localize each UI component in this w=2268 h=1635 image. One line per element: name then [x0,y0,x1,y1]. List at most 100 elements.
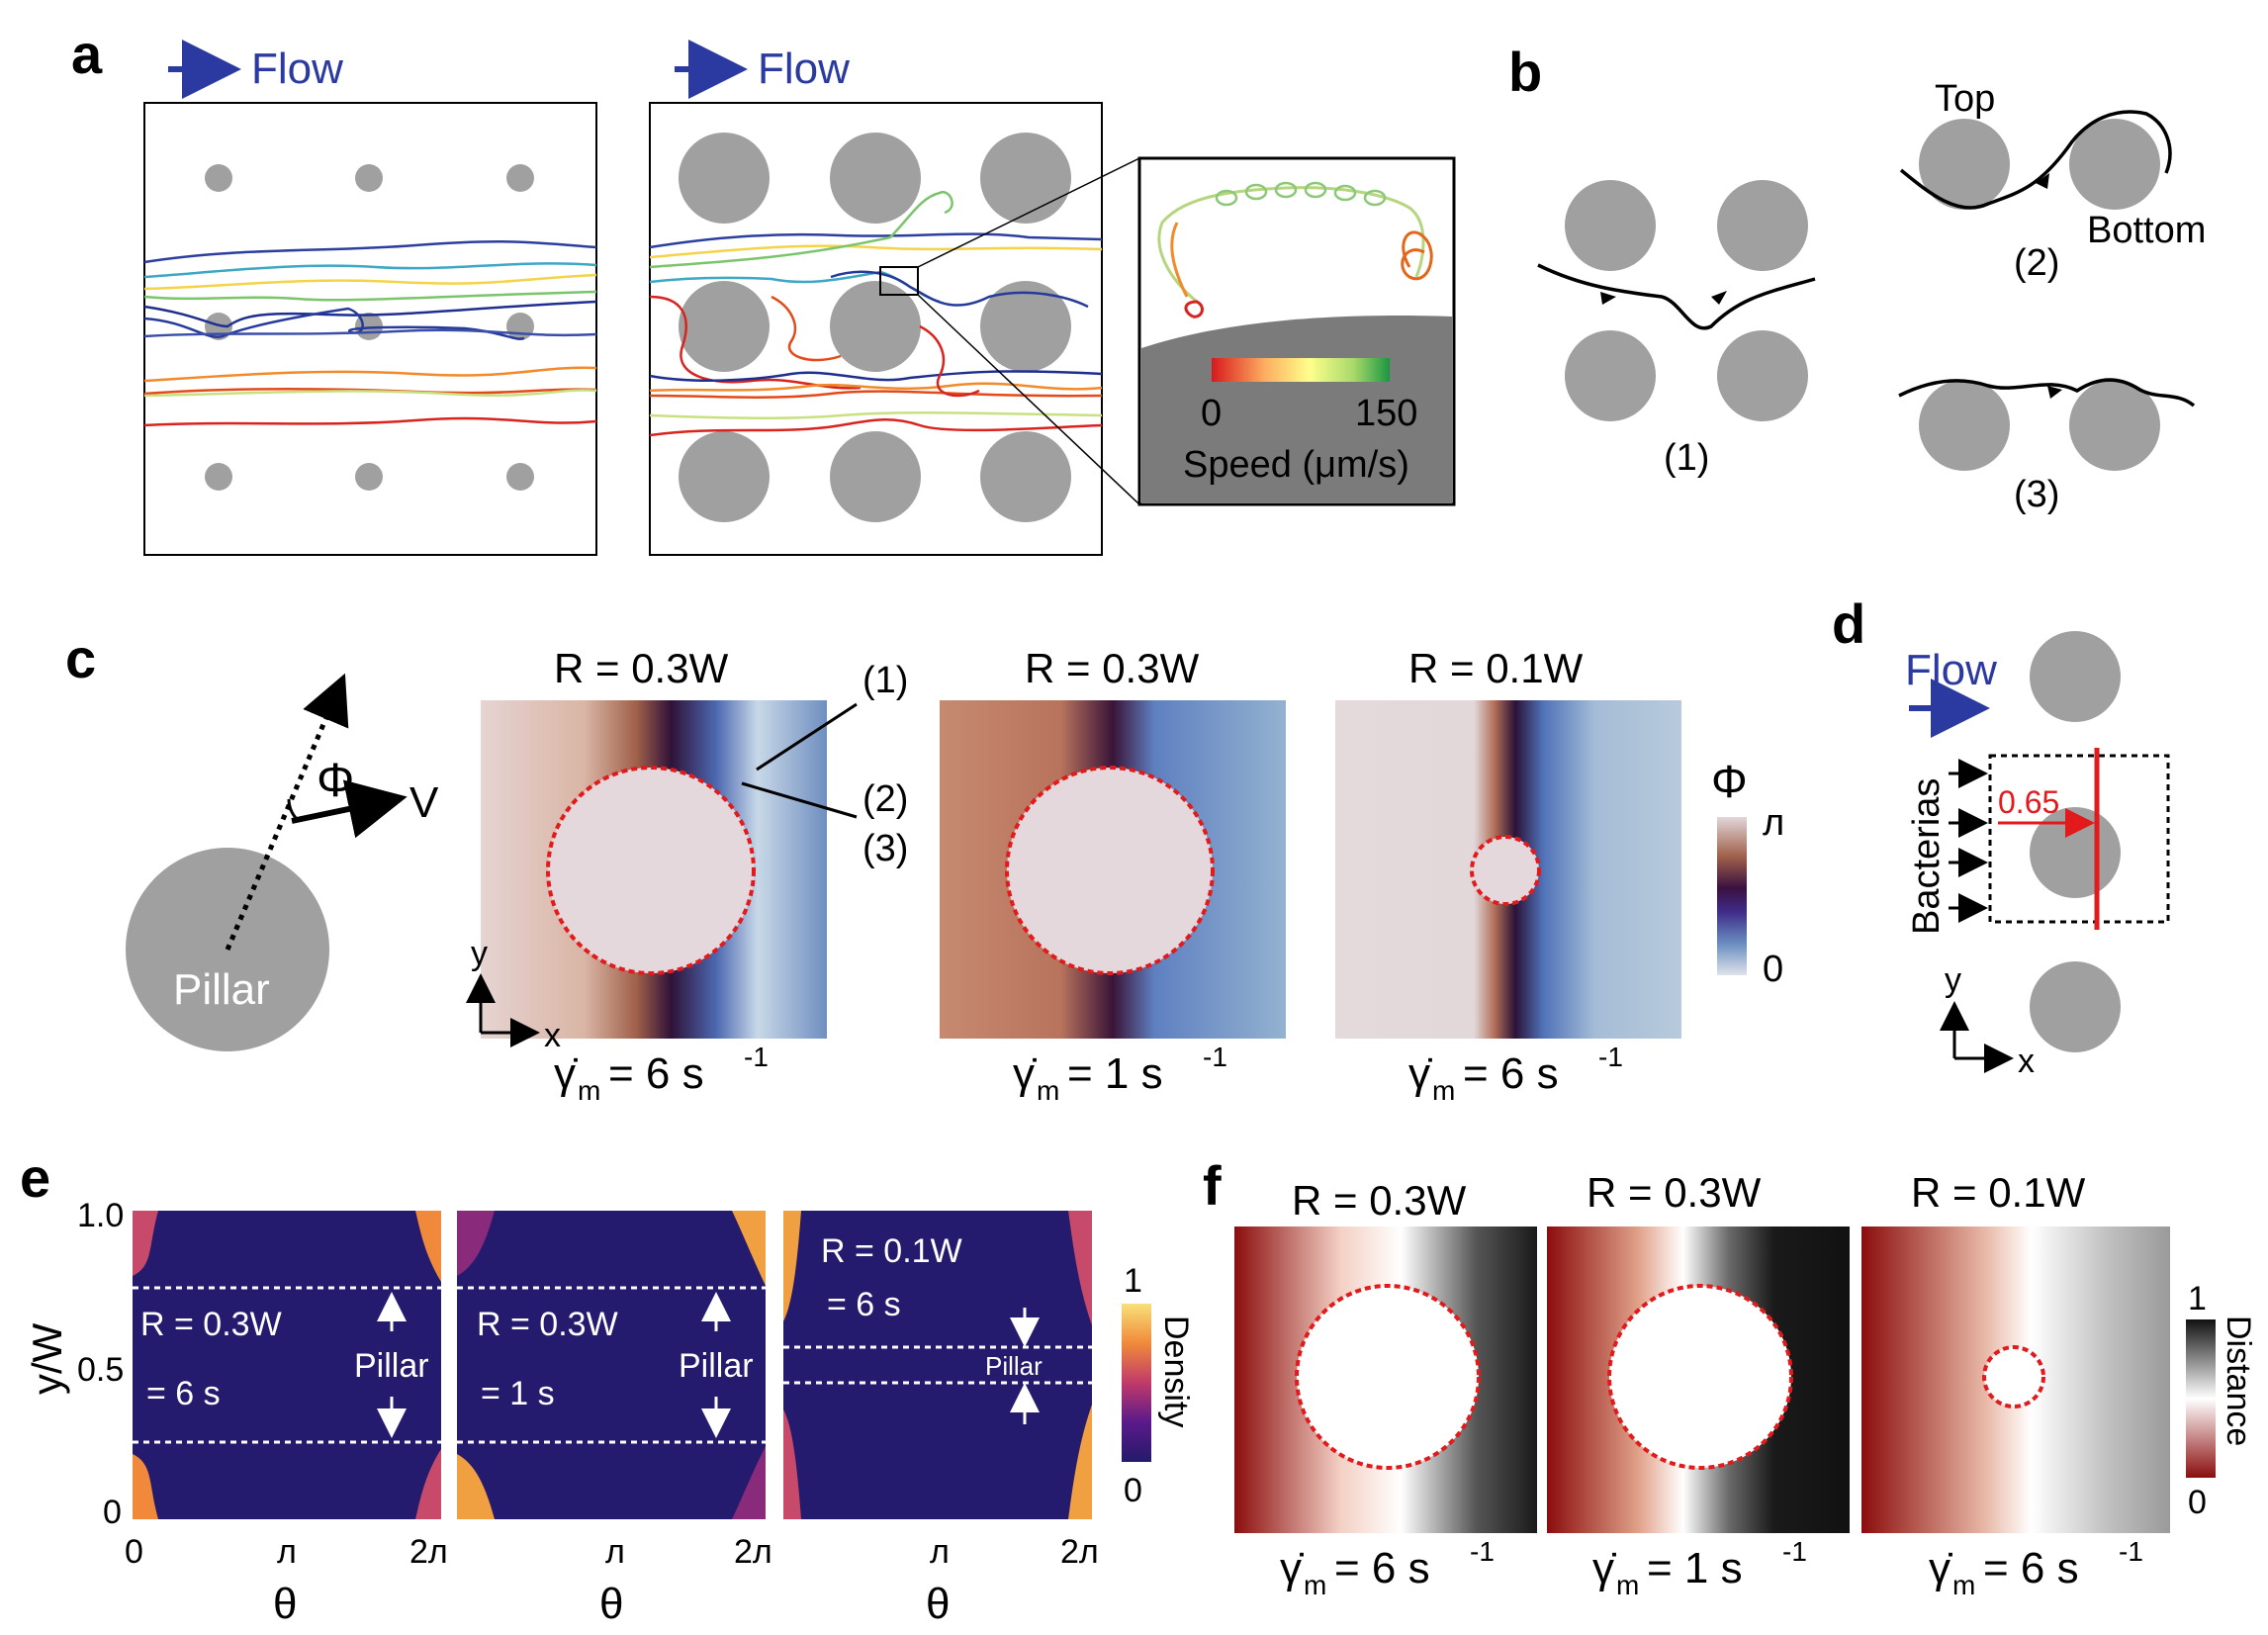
e-map3-pillar: Pillar [985,1351,1043,1381]
f-title-1: R = 0.3W [1292,1177,1467,1224]
c-shear-2-exp: -1 [1203,1042,1227,1072]
f-shear-3-exp: -1 [2119,1536,2143,1567]
density-map-2 [457,1211,766,1519]
c-shear-1: γ̇ m = 6 s -1 [554,1042,769,1106]
callout-3: (3) [862,828,908,869]
flow-label-right: Flow [758,45,850,93]
d-axis-x-label: x [2018,1043,2035,1080]
c-shear-3-exp: -1 [1598,1042,1623,1072]
speed-colorbar-min: 0 [1201,393,1222,434]
panel-letter-a: a [71,23,103,85]
zoom-region [879,266,919,296]
f-shear-1: γ̇ m = 6 s -1 [1280,1536,1495,1600]
c-axis-x-label: x [544,1017,561,1054]
phi-map-2-pillar [1005,766,1215,975]
e-map2-shear: = 1 s [481,1375,555,1412]
panel-b: b (1) Top Bottom (2) (3) [1508,41,2206,515]
zoom-line-top [917,157,1140,268]
speed-colorbar [1212,358,1390,382]
f-shear-1-value: = 6 s [1334,1544,1430,1592]
e1-xtick-0: 0 [125,1533,143,1571]
e1-xlabel: θ [273,1580,297,1628]
distance-cbar-label: Distance [2220,1316,2257,1446]
density-cbar-min: 0 [1124,1472,1142,1509]
phi-map-1-pillar [546,766,756,975]
density-cbar-max: 1 [1124,1262,1142,1300]
distance-colorbar [2186,1319,2216,1478]
zoom-line-bottom [917,294,1140,505]
panel-d: d Flow 0.65 Bacterias y x [1832,592,2170,1080]
f-shear-1-exp: -1 [1470,1536,1495,1567]
panel-letter-f: f [1203,1154,1222,1217]
case1-label: (1) [1664,437,1709,479]
case1-pillars [1565,180,1808,421]
flow-label-left: Flow [251,45,343,93]
f-shear-3-value: = 6 s [1983,1544,2079,1592]
e-map3-shear: = 6 s [827,1286,901,1323]
f-shear-2-symbol: γ̇ [1592,1544,1616,1592]
speed-colorbar-label: Speed (μm/s) [1183,444,1409,486]
density-map-3 [783,1211,1092,1519]
f-shear-1-symbol: γ̇ [1280,1544,1304,1592]
d-bacteria-arrows [1949,759,1988,923]
callout-line-2 [741,781,858,819]
large-pillars [679,133,1071,522]
panel-f: f R = 0.3W R = 0.3W R = 0.1W γ̇ m = 6 s … [1203,1154,2257,1600]
callout-2: (2) [862,778,908,820]
f-shear-2-value: = 1 s [1647,1544,1743,1592]
e3-xlabel: θ [926,1580,950,1628]
c-shear-1-symbol: γ̇ [554,1049,578,1098]
f-title-3: R = 0.1W [1911,1169,2086,1216]
e3-xtick-pi: л [930,1533,950,1571]
phi-cbar-min: 0 [1763,949,1783,990]
case1-trajectory [1537,263,1816,330]
c-axis-y-label: y [471,935,488,972]
top-label: Top [1935,78,1995,120]
panel-c: c Pillar Φ V R = 0.3W R = 0.3W R = 0.1W … [65,627,1784,1106]
d-bacterias-label: Bacterias [1906,778,1948,935]
e3-xtick-2pi: 2л [1060,1533,1099,1571]
c-shear-1-sub: m [578,1075,600,1106]
radial-direction-arrow [225,673,349,951]
phi-label: Φ [317,755,354,807]
pillar-label: Pillar [173,965,270,1014]
f-title-2: R = 0.3W [1587,1169,1762,1216]
case1-arrowhead-2 [1711,291,1727,305]
c-shear-3-symbol: γ̇ [1408,1049,1432,1098]
e-map1-shear: = 6 s [146,1375,221,1412]
e-map3-r: R = 0.1W [821,1232,962,1270]
c-shear-3: γ̇ m = 6 s -1 [1408,1042,1623,1106]
case2-arrowhead [2036,173,2049,189]
c-shear-2: γ̇ m = 1 s -1 [1013,1042,1227,1106]
phi-cbar-title: Φ [1711,756,1748,807]
e2-xtick-2pi: 2л [734,1533,772,1571]
trajectories-left [143,240,597,427]
panel-letter-d: d [1832,592,1865,655]
callout-line-1 [756,702,858,772]
e-map1-pillar: Pillar [354,1347,429,1385]
phi-cbar-max: л [1763,802,1784,844]
e-ylabel: y/W [24,1322,70,1395]
density-colorbar [1122,1304,1151,1462]
c-shear-2-sub: m [1037,1075,1059,1106]
panel-e: e y/W 1.0 0.5 0 [20,1146,1195,1628]
case3-label: (3) [2014,474,2059,515]
d-measure-label: 0.65 [1998,784,2059,820]
distance-map-3-pillar [1982,1345,2045,1408]
c-title-2: R = 0.3W [1025,645,1200,691]
density-cbar-label: Density [1157,1316,1195,1427]
c-shear-2-value: = 1 s [1067,1049,1163,1098]
phi-colorbar [1717,817,1747,975]
f-shear-2-sub: m [1616,1570,1639,1600]
bottom-label: Bottom [2087,210,2206,251]
e-ytick-0-5: 0.5 [77,1351,124,1389]
case3-pillars [1919,380,2160,471]
case2-pillars [1919,119,2160,210]
e-map1-r: R = 0.3W [140,1306,282,1343]
case2-label: (2) [2014,242,2059,284]
case3-arrowhead [2047,386,2062,399]
e1-xtick-pi: л [277,1533,297,1571]
case1-arrowhead-1 [1600,292,1616,305]
distance-map-2-pillar [1607,1284,1793,1470]
d-sim-domain [1988,754,2170,924]
